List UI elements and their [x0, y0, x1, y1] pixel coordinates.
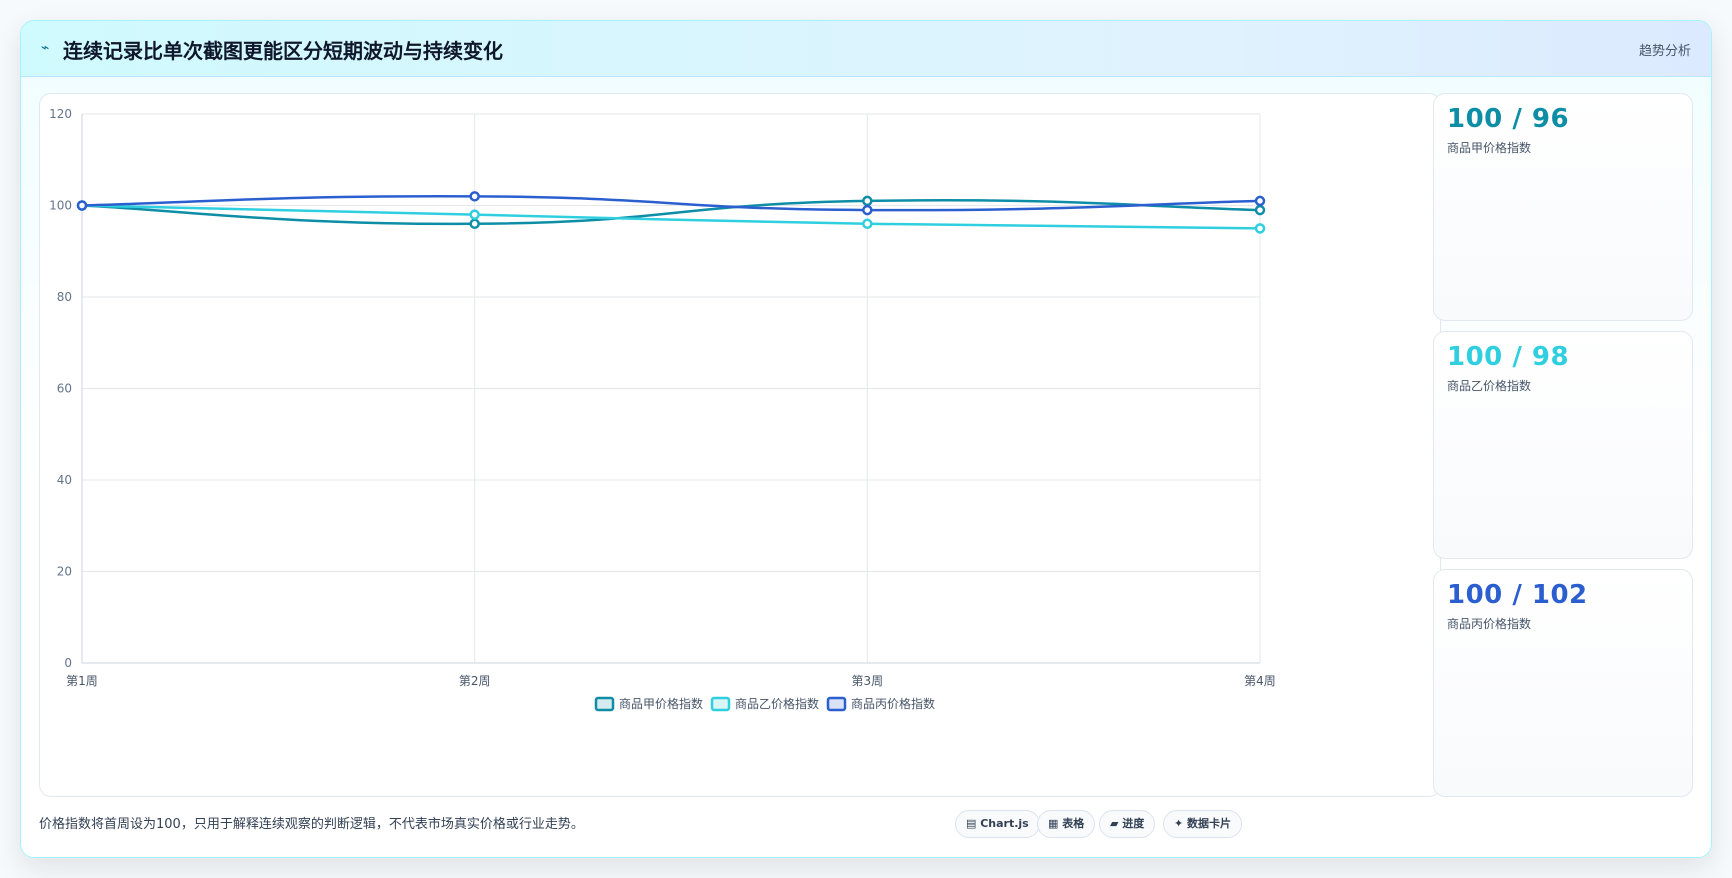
stat-label-b: 商品乙价格指数	[1447, 379, 1532, 393]
trend-tag: 趋势分析	[1638, 44, 1691, 59]
data-point-s3-3	[862, 204, 873, 216]
data-point-s3-1	[76, 200, 88, 211]
legend-swatch-2	[710, 696, 731, 712]
data-point-s2-2	[469, 209, 480, 220]
series-line-2	[81, 204, 1261, 230]
stat-value-b: 100 / 98	[1447, 342, 1570, 372]
y-tick-label: 60	[57, 382, 72, 396]
stat-card-a: 100 / 96 商品甲价格指数	[1433, 93, 1693, 321]
legend-label-2: 商品乙价格指数	[735, 696, 819, 711]
stat-label-c: 商品丙价格指数	[1447, 617, 1532, 631]
stat-value-c: 100 / 102	[1447, 580, 1588, 610]
data-point-s1-3	[862, 195, 873, 207]
x-tick-label: 第4周	[1244, 674, 1276, 688]
stat-card-b: 100 / 98 商品乙价格指数	[1433, 331, 1693, 559]
trend-card: ⌁ 连续记录比单次截图更能区分短期波动与持续变化 趋势分析 0 20 40 60 80 1…	[20, 20, 1712, 858]
data-point-s1-2	[469, 218, 480, 230]
y-tick-label: 40	[57, 473, 72, 487]
footnote: 价格指数将首周设为100，只用于解释连续观察的判断逻辑，不代表市场真实价格或行业…	[39, 817, 584, 832]
data-point-s3-4	[1254, 195, 1266, 207]
y-tick-label: 0	[64, 656, 72, 670]
card-header: ⌁ 连续记录比单次截图更能区分短期波动与持续变化 趋势分析	[21, 21, 1711, 77]
y-tick-label: 100	[49, 199, 72, 213]
pill-data-cards[interactable]: ✦ 数据卡片	[1163, 810, 1243, 838]
stat-label-a: 商品甲价格指数	[1447, 141, 1532, 155]
stat-value-a: 100 / 96	[1447, 104, 1570, 134]
pill-table[interactable]: ▦ 表格	[1037, 810, 1096, 838]
series-line-3	[81, 194, 1261, 212]
pill-chartjs[interactable]: ▤ Chart.js	[955, 810, 1040, 838]
y-tick-label: 80	[57, 290, 72, 304]
data-point-s2-4	[1254, 223, 1266, 234]
x-tick-label: 第2周	[459, 674, 491, 688]
data-point-s2-3	[862, 218, 873, 230]
chart-panel: 0 20 40 60 80 100 120 第1周 第2周 第3周 第4周商品甲价格指数 商品乙价格指…	[39, 93, 1441, 797]
y-tick-label: 20	[57, 565, 72, 579]
legend-label-3: 商品丙价格指数	[851, 696, 935, 711]
pill-progress[interactable]: ▰ 进度	[1099, 810, 1156, 838]
y-tick-label: 120	[49, 107, 72, 121]
legend-swatch-3	[826, 696, 847, 712]
legend-label-1: 商品甲价格指数	[619, 696, 703, 711]
x-tick-label: 第1周	[66, 674, 98, 688]
series-line-1	[81, 198, 1261, 226]
legend-swatch-1	[594, 696, 615, 712]
stat-card-c: 100 / 102 商品丙价格指数	[1433, 569, 1693, 797]
pulse-icon: ⌁	[41, 40, 50, 56]
card-title: 连续记录比单次截图更能区分短期波动与持续变化	[63, 39, 503, 63]
data-point-s3-2	[469, 191, 480, 202]
data-point-s1-4	[1254, 204, 1266, 216]
x-tick-label: 第3周	[852, 674, 884, 688]
